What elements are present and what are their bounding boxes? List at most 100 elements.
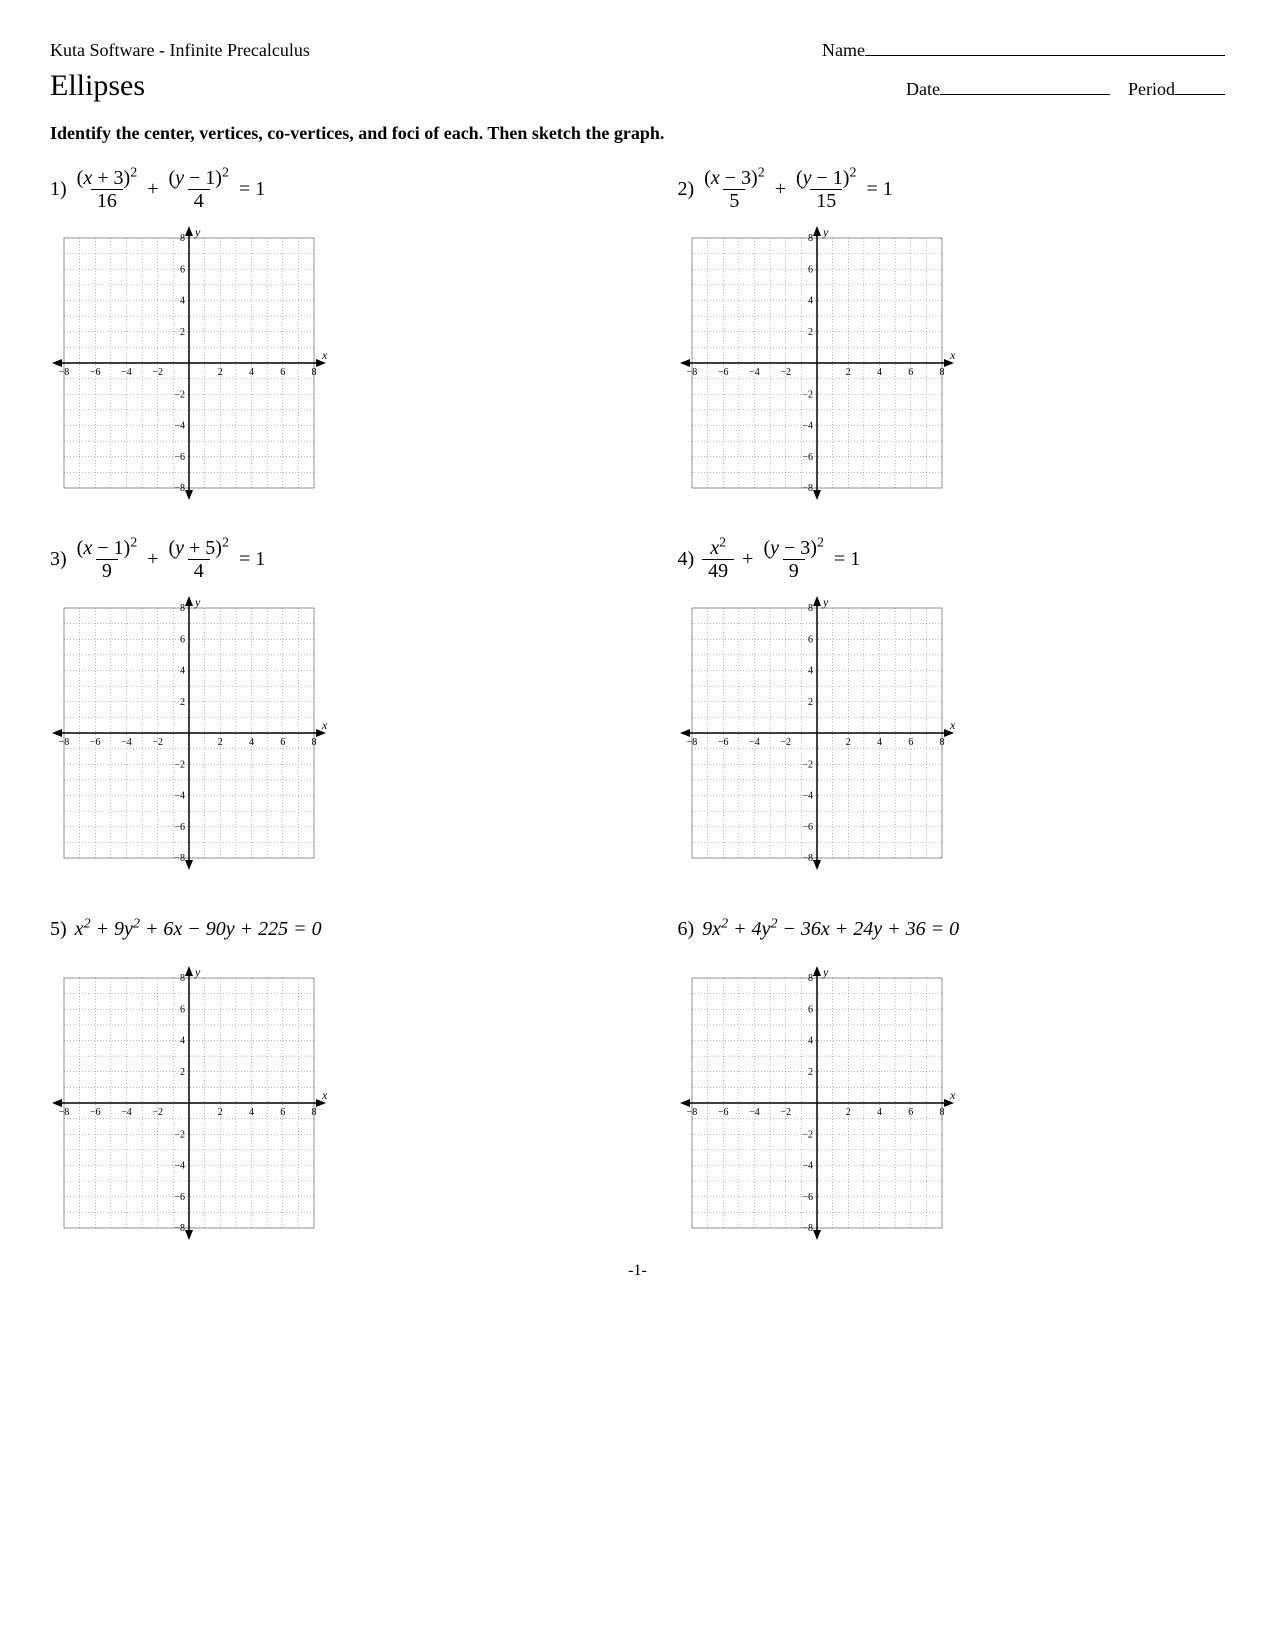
- svg-text:−8: −8: [59, 1107, 70, 1118]
- svg-text:x: x: [321, 718, 328, 732]
- svg-text:4: 4: [877, 737, 882, 748]
- svg-text:−4: −4: [121, 1107, 132, 1118]
- fraction-term: (y − 1)24: [166, 167, 231, 212]
- svg-text:8: 8: [180, 603, 185, 614]
- svg-text:−4: −4: [802, 1161, 813, 1172]
- equation-row: 3) (x − 1)29+(y + 5)24= 1: [50, 532, 598, 586]
- fraction-term: (x − 1)29: [75, 537, 140, 582]
- svg-text:6: 6: [808, 264, 813, 275]
- svg-text:y: y: [194, 595, 201, 609]
- svg-text:4: 4: [808, 296, 813, 307]
- svg-text:−4: −4: [749, 367, 760, 378]
- svg-text:−8: −8: [59, 367, 70, 378]
- svg-text:8: 8: [180, 973, 185, 984]
- svg-text:4: 4: [808, 666, 813, 677]
- problem-number: 1): [50, 178, 67, 201]
- plus-sign: +: [147, 178, 158, 201]
- equation-row: 5) x2 + 9y2 + 6x − 90y + 225 = 0: [50, 902, 598, 956]
- svg-text:4: 4: [249, 737, 254, 748]
- svg-text:−2: −2: [780, 737, 791, 748]
- page-number: -1-: [50, 1262, 1225, 1280]
- svg-text:−6: −6: [802, 1192, 813, 1203]
- svg-text:x: x: [949, 1088, 956, 1102]
- svg-text:6: 6: [180, 1004, 185, 1015]
- problem-number: 2): [678, 178, 695, 201]
- svg-text:6: 6: [908, 737, 913, 748]
- plus-sign: +: [775, 178, 786, 201]
- name-blank[interactable]: [865, 55, 1225, 56]
- svg-text:2: 2: [845, 367, 850, 378]
- svg-text:2: 2: [808, 697, 813, 708]
- svg-text:2: 2: [180, 1067, 185, 1078]
- fraction-term: x249: [702, 537, 734, 582]
- fraction-term: (y − 1)215: [794, 167, 859, 212]
- svg-text:−2: −2: [152, 367, 163, 378]
- svg-text:−8: −8: [802, 853, 813, 864]
- equation-row: 4) x249+(y − 3)29= 1: [678, 532, 1226, 586]
- svg-text:4: 4: [180, 296, 185, 307]
- svg-text:−6: −6: [802, 452, 813, 463]
- svg-text:2: 2: [845, 737, 850, 748]
- svg-text:6: 6: [908, 367, 913, 378]
- svg-text:2: 2: [218, 1107, 223, 1118]
- date-blank[interactable]: [940, 94, 1110, 95]
- problem-number: 3): [50, 548, 67, 571]
- fraction-term: (y − 3)29: [761, 537, 826, 582]
- svg-text:−6: −6: [90, 1107, 101, 1118]
- svg-text:8: 8: [808, 233, 813, 244]
- svg-text:2: 2: [218, 367, 223, 378]
- date-label: Date: [906, 79, 940, 99]
- coordinate-grid: −8−6−4−22468−8−6−4−22468xy: [50, 594, 598, 872]
- equals-rhs: = 1: [834, 548, 860, 571]
- svg-text:8: 8: [312, 1107, 317, 1118]
- svg-text:2: 2: [845, 1107, 850, 1118]
- problem-number: 5): [50, 918, 67, 941]
- svg-text:−6: −6: [174, 452, 185, 463]
- svg-text:4: 4: [249, 367, 254, 378]
- svg-text:−6: −6: [90, 367, 101, 378]
- name-field: Name: [822, 40, 1225, 61]
- svg-text:−2: −2: [802, 389, 813, 400]
- equation-row: 2) (x − 3)25+(y − 1)215= 1: [678, 162, 1226, 216]
- svg-text:−8: −8: [802, 1223, 813, 1234]
- svg-text:−2: −2: [152, 737, 163, 748]
- svg-text:−6: −6: [717, 367, 728, 378]
- svg-text:6: 6: [280, 737, 285, 748]
- svg-text:y: y: [194, 965, 201, 979]
- svg-text:8: 8: [939, 737, 944, 748]
- problems-grid: 1) (x + 3)216+(y − 1)24= 1−8−6−4−22468−8…: [50, 162, 1225, 1242]
- period-label: Period: [1128, 79, 1175, 99]
- svg-text:−4: −4: [174, 421, 185, 432]
- svg-text:y: y: [194, 225, 201, 239]
- svg-text:−4: −4: [121, 737, 132, 748]
- svg-text:−2: −2: [174, 759, 185, 770]
- equals-rhs: = 1: [866, 178, 892, 201]
- software-name: Kuta Software - Infinite Precalculus: [50, 40, 310, 61]
- svg-text:x: x: [321, 1088, 328, 1102]
- equals-rhs: = 1: [239, 548, 265, 571]
- svg-text:2: 2: [180, 327, 185, 338]
- svg-text:8: 8: [312, 737, 317, 748]
- svg-text:8: 8: [180, 233, 185, 244]
- instructions: Identify the center, vertices, co-vertic…: [50, 123, 1225, 144]
- fraction-term: (y + 5)24: [166, 537, 231, 582]
- svg-text:8: 8: [808, 603, 813, 614]
- polynomial-equation: 9x2 + 4y2 − 36x + 24y + 36 = 0: [702, 918, 959, 941]
- svg-text:6: 6: [908, 1107, 913, 1118]
- svg-text:2: 2: [218, 737, 223, 748]
- svg-text:−8: −8: [802, 483, 813, 494]
- worksheet-title: Ellipses: [50, 69, 145, 103]
- coordinate-grid: −8−6−4−22468−8−6−4−22468xy: [678, 594, 1226, 872]
- svg-text:6: 6: [808, 634, 813, 645]
- svg-text:6: 6: [808, 1004, 813, 1015]
- problem-number: 4): [678, 548, 695, 571]
- svg-text:2: 2: [180, 697, 185, 708]
- svg-text:−6: −6: [717, 737, 728, 748]
- svg-text:8: 8: [939, 367, 944, 378]
- svg-text:8: 8: [808, 973, 813, 984]
- svg-text:−8: −8: [686, 737, 697, 748]
- svg-text:2: 2: [808, 1067, 813, 1078]
- period-blank[interactable]: [1175, 94, 1225, 95]
- polynomial-equation: x2 + 9y2 + 6x − 90y + 225 = 0: [75, 918, 322, 941]
- svg-text:4: 4: [877, 1107, 882, 1118]
